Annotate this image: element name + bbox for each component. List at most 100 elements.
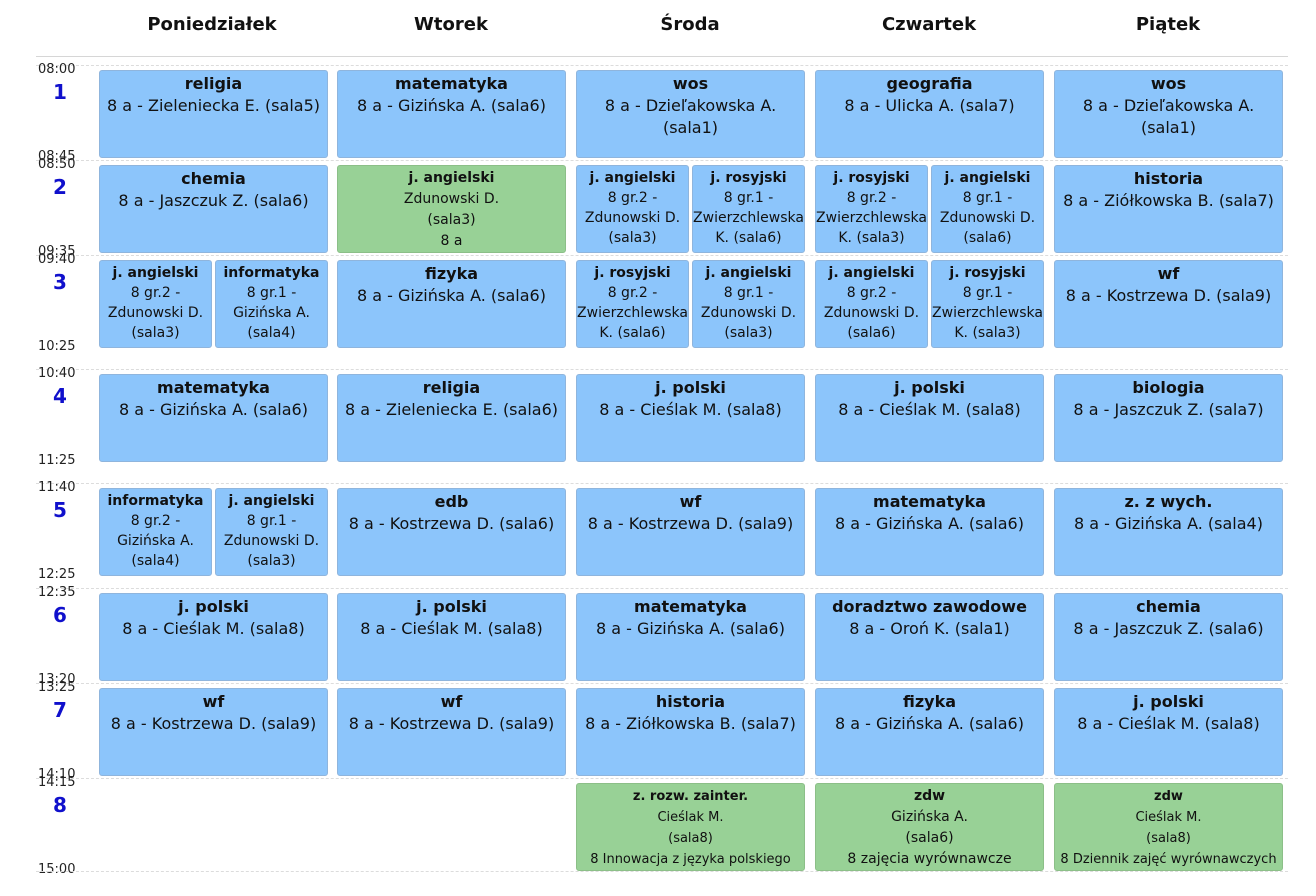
lesson-detail: 8 a - Kostrzewa D. (sala6) (348, 514, 555, 533)
period-separator (36, 588, 1288, 589)
lesson-detail: (sala4) (247, 325, 296, 341)
lesson-detail: 8 gr.1 - (246, 513, 297, 529)
period-number: 4 (53, 384, 67, 408)
period-end-time: 12:25 (38, 567, 76, 582)
lesson-subject: z. z wych. (1124, 492, 1213, 511)
lesson-detail: (sala6) (847, 325, 896, 341)
lesson-cell[interactable]: historia 8 a - Ziółkowska B. (sala7) (1054, 165, 1283, 253)
lesson-cell[interactable]: j. angielski 8 gr.1 - Zdunowski D. (sala6) (931, 165, 1044, 253)
lesson-cell[interactable]: j. angielski 8 gr.1 - Zdunowski D. (sala3) (215, 488, 328, 576)
lesson-detail: Gizińska A. (117, 533, 194, 549)
lesson-cell[interactable]: informatyka 8 gr.1 - Gizińska A. (sala4) (215, 260, 328, 348)
lesson-cell[interactable]: fizyka 8 a - Gizińska A. (sala6) (815, 688, 1044, 776)
day-header-3: Czwartek (881, 14, 977, 35)
lesson-cell[interactable]: edb 8 a - Kostrzewa D. (sala6) (337, 488, 566, 576)
lesson-cell[interactable]: j. angielski 8 gr.2 - Zdunowski D. (sala6) (815, 260, 928, 348)
lesson-detail: 8 a (440, 233, 463, 249)
lesson-detail: Zdunowski D. (584, 210, 681, 226)
period-start-time: 11:40 (38, 480, 76, 495)
lesson-cell[interactable]: zdw Gizińska A. (sala6) 8 zajęcia wyrównawc… (815, 783, 1044, 871)
lesson-subject: z. rozw. zainter. (632, 789, 749, 804)
lesson-cell[interactable]: biologia 8 a - Jaszczuk Z. (sala7) (1054, 374, 1283, 462)
lesson-subject: j. rosyjski (710, 170, 787, 186)
lesson-detail: 8 gr.1 - (723, 190, 774, 206)
lesson-cell[interactable]: religia 8 a - Zieleniecka E. (sala6) (337, 374, 566, 462)
lesson-detail: K. (sala6) (715, 230, 782, 246)
lesson-subject: zdw (913, 788, 946, 804)
header-divider (36, 56, 1288, 57)
lesson-cell[interactable]: z. rozw. zainter. Cieślak M. (sala8) 8 Inno… (576, 783, 805, 871)
lesson-cell[interactable]: matematyka 8 a - Gizińska A. (sala6) (576, 593, 805, 681)
lesson-subject: wos (1150, 74, 1187, 93)
lesson-detail: 8 a - Gizińska A. (sala6) (357, 286, 546, 305)
lesson-cell[interactable]: matematyka 8 a - Gizińska A. (sala6) (815, 488, 1044, 576)
lesson-cell[interactable]: wos 8 a - Dzieľakowska A. (sala1) (1054, 70, 1283, 158)
lesson-subject: wos (672, 74, 709, 93)
lesson-subject: edb (434, 492, 469, 511)
lesson-cell[interactable]: informatyka 8 gr.2 - Gizińska A. (sala4) (99, 488, 212, 576)
lesson-cell[interactable]: j. rosyjski 8 gr.2 - Zwierzchlewska K. (sal… (815, 165, 928, 253)
lesson-cell[interactable]: j. angielski 8 gr.2 - Zdunowski D. (sala3) (576, 165, 689, 253)
lesson-subject: j. angielski (408, 170, 495, 186)
lesson-detail: 8 zajęcia wyrównawcze (847, 851, 1012, 867)
lesson-cell[interactable]: geografia 8 a - Ulicka A. (sala7) (815, 70, 1044, 158)
lesson-detail: 8 a - Oroń K. (sala1) (849, 619, 1010, 638)
lesson-detail: 8 a - Jaszczuk Z. (sala6) (118, 191, 309, 210)
period-number: 6 (53, 603, 67, 627)
lesson-detail: 8 a - Gizińska A. (sala6) (357, 96, 546, 115)
lesson-cell[interactable]: wf 8 a - Kostrzewa D. (sala9) (576, 488, 805, 576)
lesson-cell[interactable]: j. polski 8 a - Cieślak M. (sala8) (99, 593, 328, 681)
lesson-detail: Cieślak M. (1135, 810, 1202, 825)
lesson-cell[interactable]: doradztwo zawodowe 8 a - Oroń K. (sala1) (815, 593, 1044, 681)
lesson-cell[interactable]: wf 8 a - Kostrzewa D. (sala9) (337, 688, 566, 776)
lesson-subject: informatyka (107, 493, 204, 509)
lesson-detail: 8 a - Dzieľakowska A. (sala1) (1082, 96, 1255, 137)
lesson-cell[interactable]: religia 8 a - Zieleniecka E. (sala5) (99, 70, 328, 158)
day-header-1: Wtorek (414, 14, 488, 35)
lesson-cell[interactable]: j. polski 8 a - Cieślak M. (sala8) (815, 374, 1044, 462)
lesson-cell[interactable]: chemia 8 a - Jaszczuk Z. (sala6) (1054, 593, 1283, 681)
lesson-cell[interactable]: matematyka 8 a - Gizińska A. (sala6) (337, 70, 566, 158)
lesson-subject: j. angielski (228, 493, 315, 509)
lesson-cell[interactable]: j. rosyjski 8 gr.1 - Zwierzchlewska K. (sal… (692, 165, 805, 253)
lesson-cell[interactable]: j. polski 8 a - Cieślak M. (sala8) (576, 374, 805, 462)
lesson-subject: j. angielski (112, 265, 199, 281)
day-header-4: Piątek (1135, 14, 1201, 35)
lesson-cell[interactable]: j. rosyjski 8 gr.1 - Zwierzchlewska K. (sal… (931, 260, 1044, 348)
lesson-cell[interactable]: historia 8 a - Ziółkowska B. (sala7) (576, 688, 805, 776)
lesson-cell[interactable]: j. polski 8 a - Cieślak M. (sala8) (337, 593, 566, 681)
lesson-subject: chemia (1136, 597, 1201, 616)
lesson-detail: 8 gr.1 - (246, 285, 297, 301)
lesson-detail: 8 a - Cieślak M. (sala8) (838, 400, 1021, 419)
period-start-time: 08:00 (38, 62, 76, 77)
lesson-subject: j. rosyjski (594, 265, 671, 281)
lesson-subject: j. rosyjski (949, 265, 1026, 281)
lesson-subject: wf (679, 492, 702, 511)
lesson-detail: 8 a - Gizińska A. (sala4) (1074, 514, 1263, 533)
lesson-cell[interactable]: j. rosyjski 8 gr.2 - Zwierzchlewska K. (sal… (576, 260, 689, 348)
lesson-cell[interactable]: wf 8 a - Kostrzewa D. (sala9) (99, 688, 328, 776)
lesson-cell[interactable]: wf 8 a - Kostrzewa D. (sala9) (1054, 260, 1283, 348)
lesson-cell[interactable]: chemia 8 a - Jaszczuk Z. (sala6) (99, 165, 328, 253)
lesson-detail: Zwierzchlewska (693, 210, 804, 226)
lesson-detail: 8 a - Kostrzewa D. (sala9) (348, 714, 555, 733)
lesson-cell[interactable]: zdw Cieślak M. (sala8) 8 Dziennik zajęć wyr… (1054, 783, 1283, 871)
period-start-time: 09:40 (38, 252, 76, 267)
period-number: 1 (53, 80, 67, 104)
lesson-cell[interactable]: j. angielski 8 gr.1 - Zdunowski D. (sala3) (692, 260, 805, 348)
lesson-cell[interactable]: j. angielski 8 gr.2 - Zdunowski D. (sala3) (99, 260, 212, 348)
period-separator (36, 255, 1288, 256)
lesson-detail: Zdunowski D. (823, 305, 920, 321)
lesson-detail: Zdunowski D. (223, 533, 320, 549)
lesson-cell[interactable]: fizyka 8 a - Gizińska A. (sala6) (337, 260, 566, 348)
lesson-cell[interactable]: matematyka 8 a - Gizińska A. (sala6) (99, 374, 328, 462)
period-separator (36, 683, 1288, 684)
period-start-time: 14:15 (38, 775, 76, 790)
lesson-detail: 8 a - Cieślak M. (sala8) (360, 619, 543, 638)
lesson-subject: fizyka (424, 264, 479, 283)
lesson-cell[interactable]: z. z wych. 8 a - Gizińska A. (sala4) (1054, 488, 1283, 576)
lesson-cell[interactable]: wos 8 a - Dzieľakowska A. (sala1) (576, 70, 805, 158)
lesson-subject: j. polski (178, 597, 249, 616)
lesson-cell[interactable]: j. polski 8 a - Cieślak M. (sala8) (1054, 688, 1283, 776)
lesson-cell[interactable]: j. angielski Zdunowski D. (sala3) 8 a (337, 165, 566, 253)
